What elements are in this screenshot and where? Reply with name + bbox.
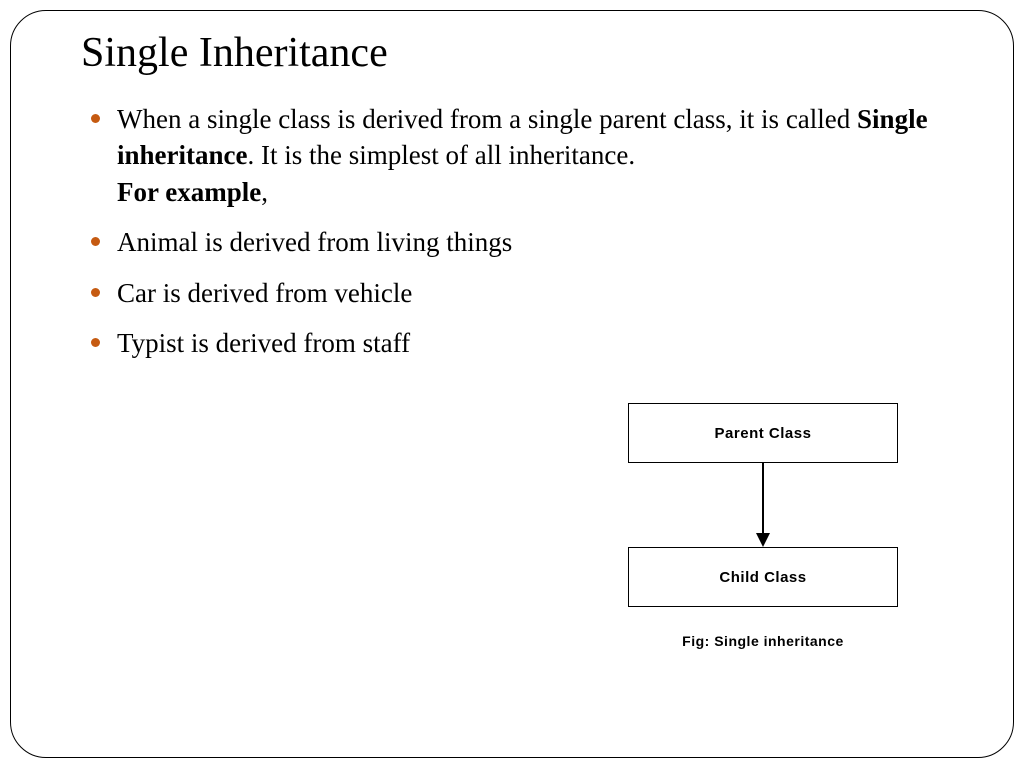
bullet-item: Typist is derived from staff — [91, 325, 973, 361]
arrow — [628, 463, 898, 547]
bullet-item: When a single class is derived from a si… — [91, 101, 973, 210]
slide-title: Single Inheritance — [81, 29, 388, 77]
child-class-node: Child Class — [628, 547, 898, 607]
bullet-item: Animal is derived from living things — [91, 224, 973, 260]
slide-content: When a single class is derived from a si… — [91, 101, 973, 376]
bullet-text: Car is derived from vehicle — [117, 278, 412, 308]
bullet-text: Animal is derived from living things — [117, 227, 512, 257]
slide-frame: Single Inheritance When a single class i… — [10, 10, 1014, 758]
bullet-text: , — [261, 177, 268, 207]
bullet-text: . It is the simplest of all inheritance. — [247, 140, 635, 170]
inheritance-diagram: Parent Class Child Class Fig: Single inh… — [553, 403, 973, 649]
arrow-line — [762, 463, 764, 535]
diagram-caption: Fig: Single inheritance — [553, 633, 973, 649]
bullet-text: When a single class is derived from a si… — [117, 104, 857, 134]
bold-text: For example — [117, 177, 261, 207]
bullet-text: Typist is derived from staff — [117, 328, 410, 358]
parent-class-node: Parent Class — [628, 403, 898, 463]
bullet-list: When a single class is derived from a si… — [91, 101, 973, 362]
arrow-head-icon — [756, 533, 770, 547]
bullet-item: Car is derived from vehicle — [91, 275, 973, 311]
